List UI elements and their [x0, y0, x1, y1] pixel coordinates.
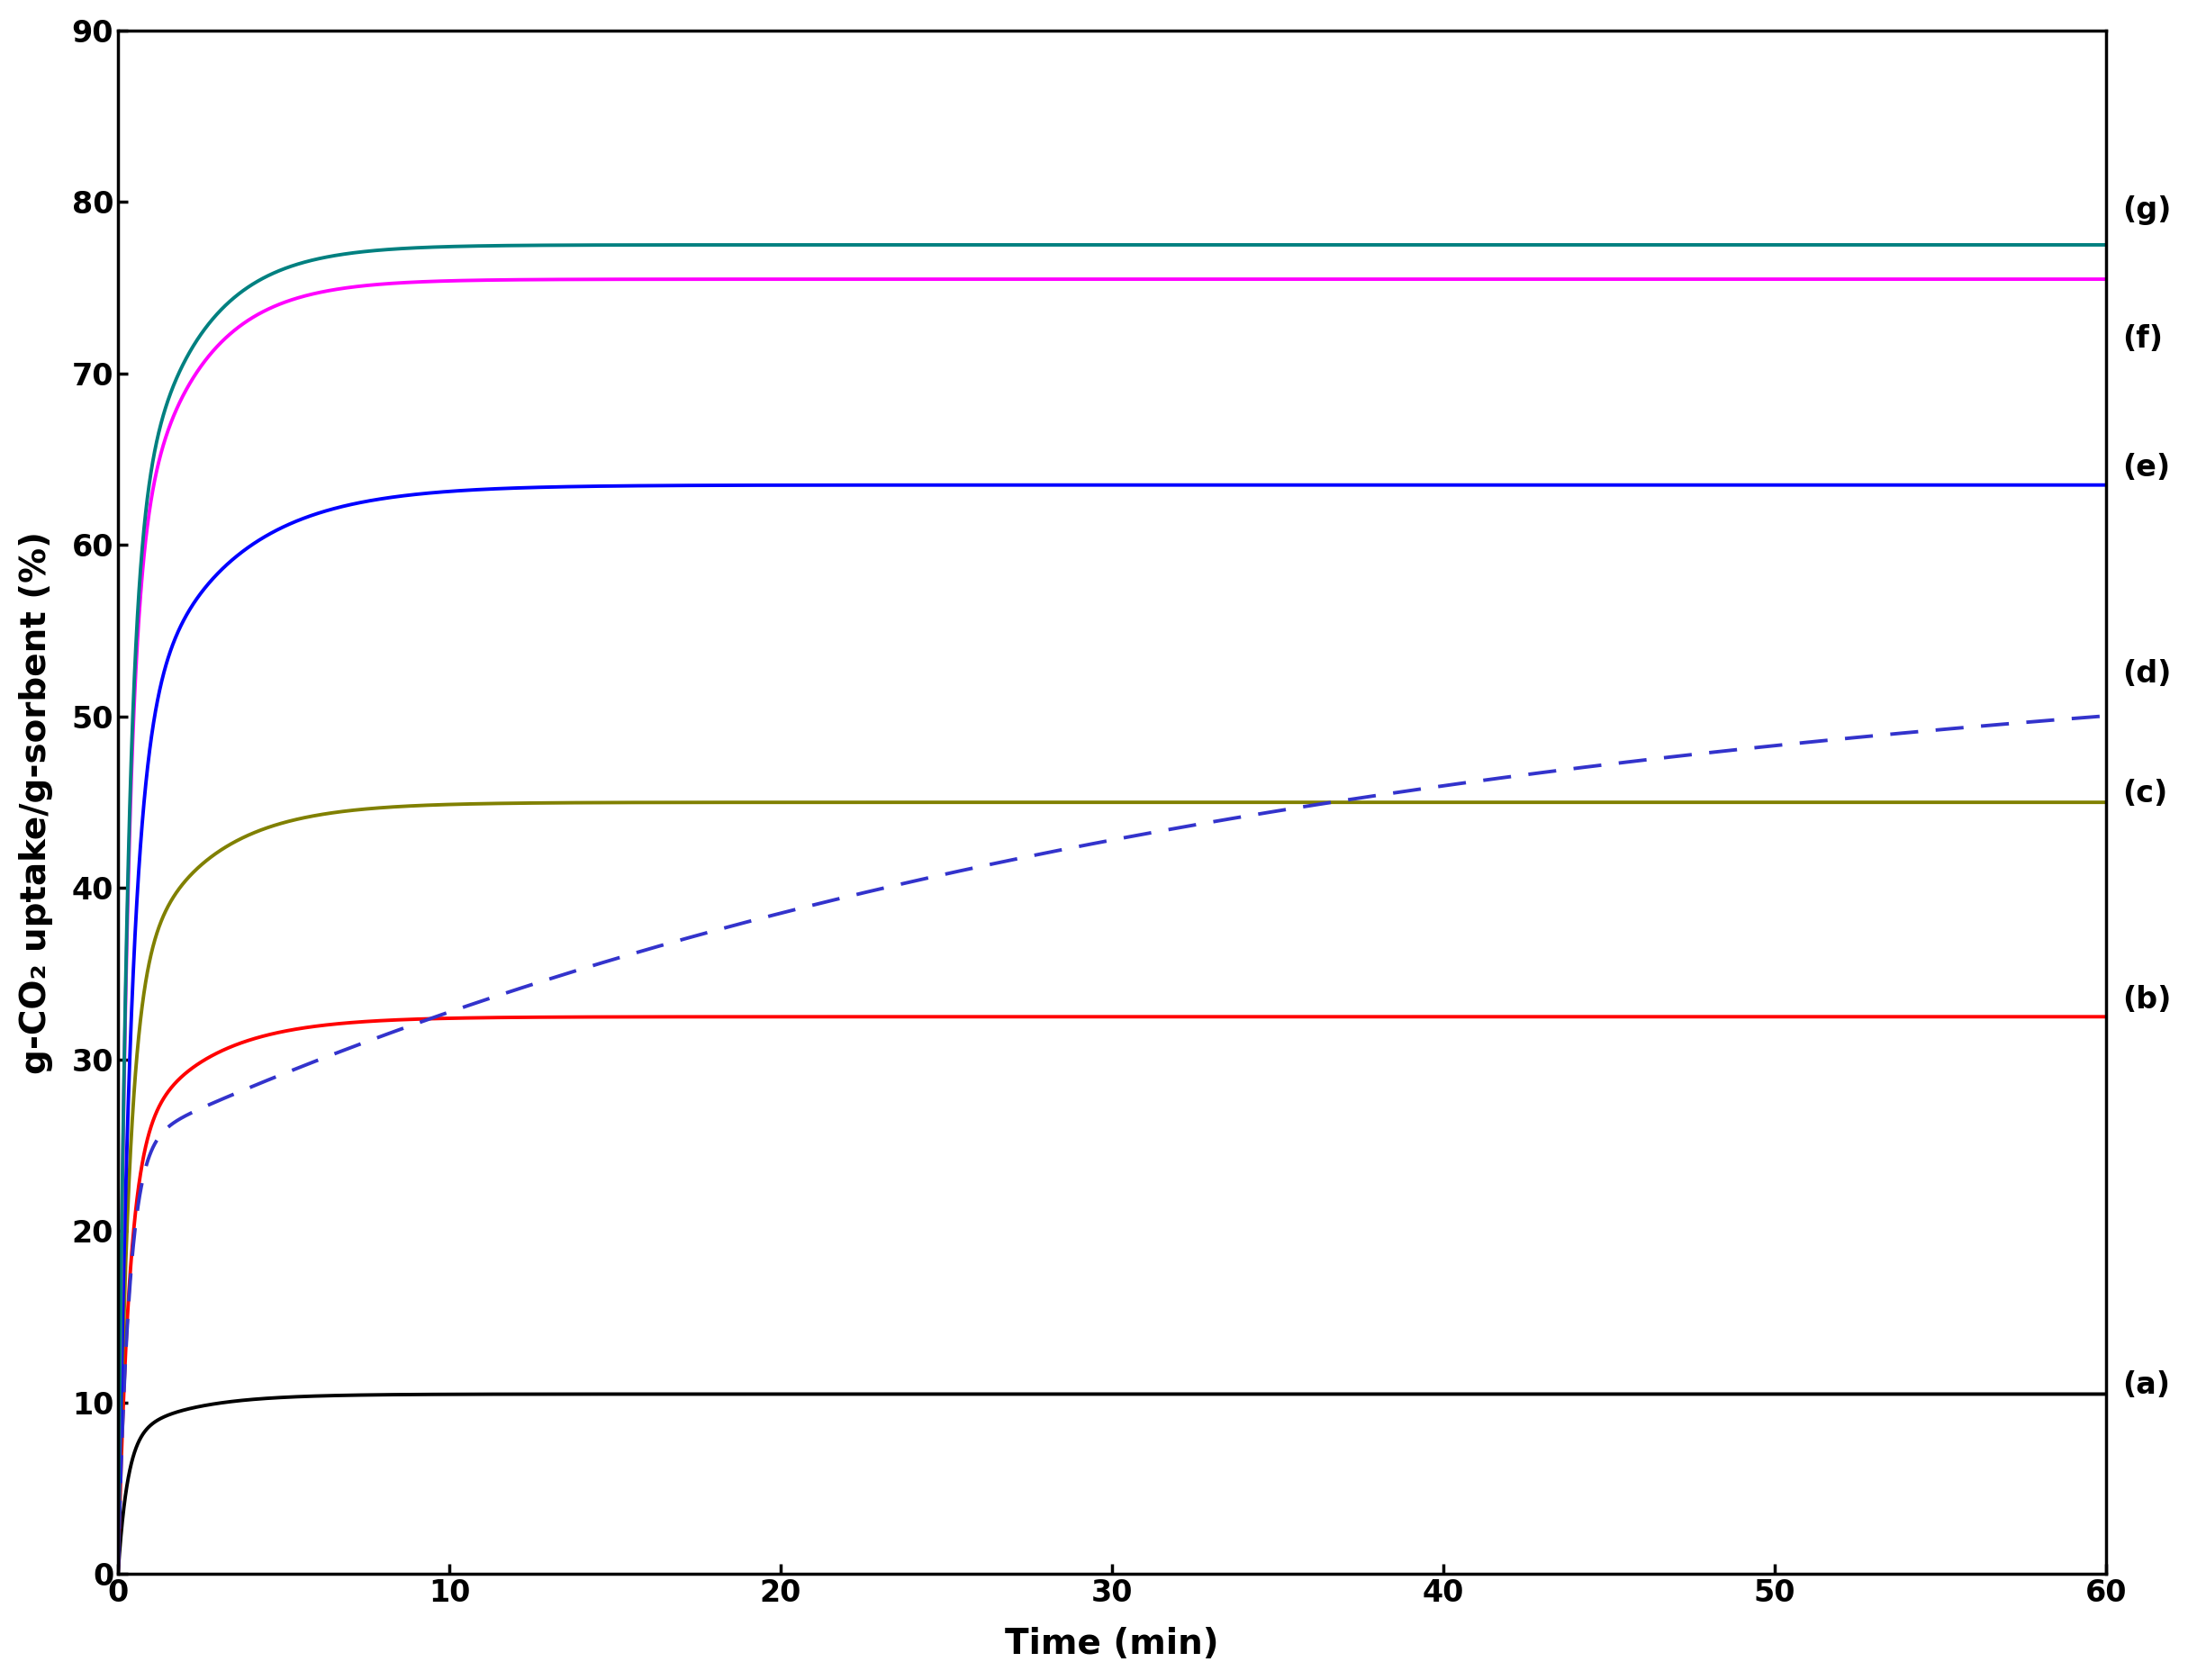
- Text: (a): (a): [2122, 1371, 2170, 1401]
- Text: (f): (f): [2122, 324, 2164, 354]
- Text: (c): (c): [2122, 780, 2168, 808]
- Y-axis label: g-CO₂ uptake/g-sorbent (%): g-CO₂ uptake/g-sorbent (%): [20, 531, 53, 1074]
- Text: (d): (d): [2122, 659, 2173, 689]
- Text: (g): (g): [2122, 195, 2173, 225]
- X-axis label: Time (min): Time (min): [1004, 1626, 1219, 1662]
- Text: (b): (b): [2122, 984, 2173, 1015]
- Text: (e): (e): [2122, 454, 2170, 482]
